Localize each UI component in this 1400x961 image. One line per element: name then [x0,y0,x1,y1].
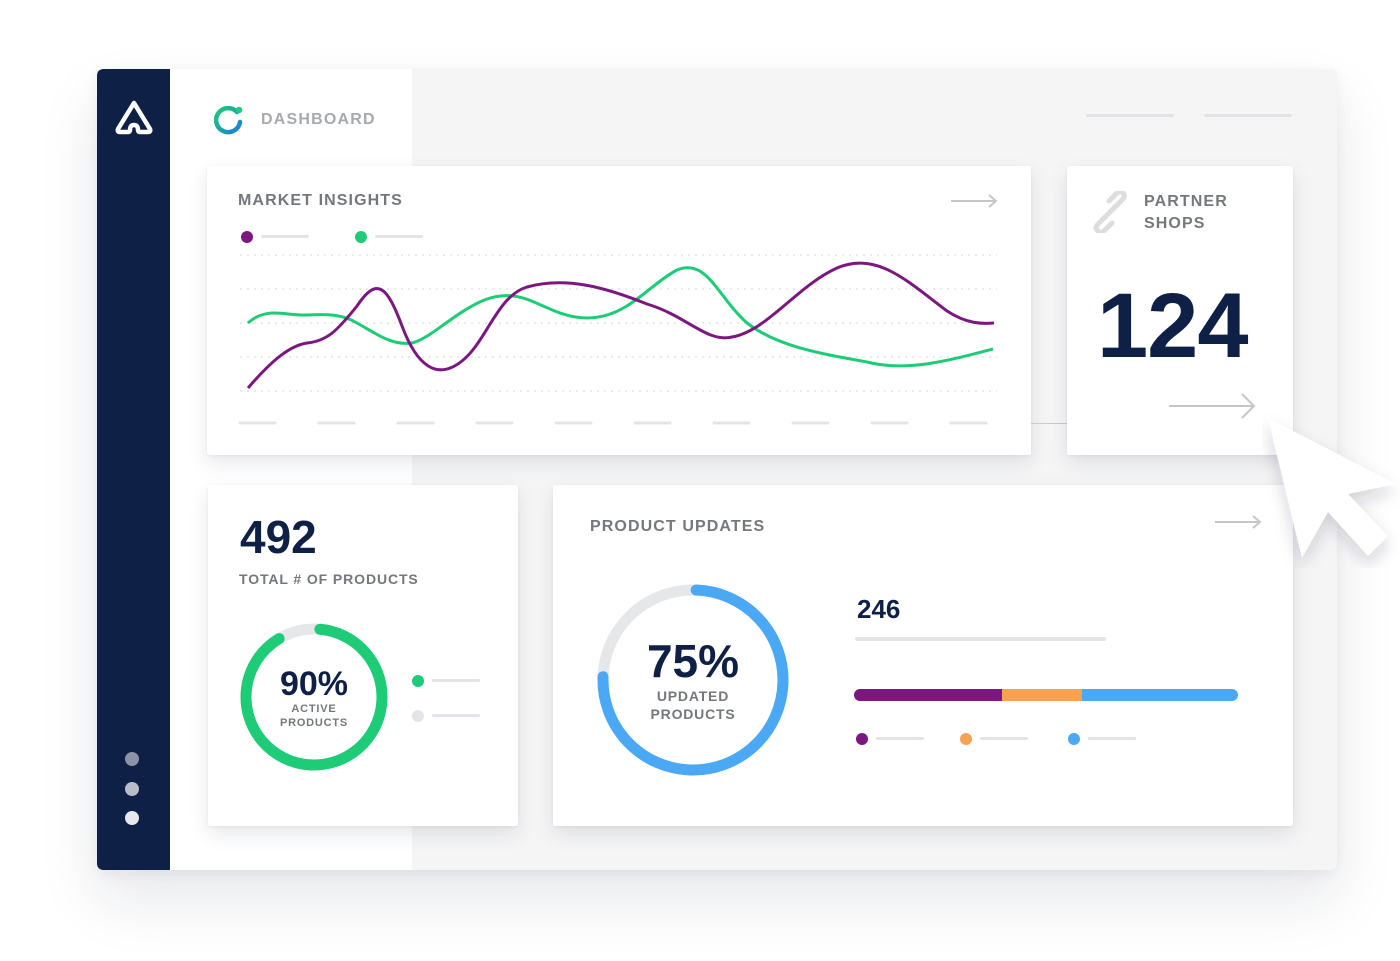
legend-line-active [432,679,480,682]
legend-line-orange [980,737,1028,740]
legend-dot-purple [856,733,868,745]
legend-dot-active [412,675,424,687]
market-insights-title: MARKET INSIGHTS [238,192,403,209]
link-icon [1093,191,1127,233]
arrow-right-icon[interactable] [950,194,998,208]
active-products-percent: 90% [279,665,349,703]
legend-line-series-1 [261,235,309,238]
brand-logo-icon[interactable] [114,99,154,135]
sidebar-dot-3[interactable] [125,811,139,825]
total-products-value: 492 [240,511,317,563]
product-updates-title: PRODUCT UPDATES [590,518,766,535]
total-products-card[interactable]: 492 TOTAL # OF PRODUCTS 90% ACTIVE PRODU… [208,485,518,826]
series-line-green [247,266,994,368]
legend-line-blue [1088,737,1136,740]
stacked-progress-bar [854,689,1238,701]
bar-segment-blue [1082,689,1238,701]
bar-segment-orange [1001,689,1083,701]
refresh-icon[interactable] [212,103,246,137]
sidebar-dot-2[interactable] [125,782,139,796]
partner-shops-value: 124 [1097,275,1248,377]
active-products-label-line2: PRODUCTS [279,717,349,729]
market-insights-card[interactable]: MARKET INSIGHTS [207,166,1031,455]
partner-shops-title-line1: PARTNER [1144,193,1228,210]
legend-line-inactive [432,714,480,717]
legend-dot-series-1 [241,231,253,243]
legend-dot-inactive [412,710,424,722]
active-products-donut [240,623,388,771]
updated-products-label-line1: UPDATED [656,688,730,704]
product-updates-card[interactable]: PRODUCT UPDATES 75% UPDATED PRODUCTS 246 [553,485,1293,826]
updated-products-percent: 75% [646,635,740,687]
arrow-right-icon[interactable] [1214,515,1262,529]
legend-line-purple [876,737,924,740]
partner-shops-title-line2: SHOPS [1144,215,1206,232]
legend-dot-orange [960,733,972,745]
total-products-label: TOTAL # OF PRODUCTS [239,571,419,587]
series-line-purple [246,261,995,389]
partner-shops-card[interactable]: PARTNER SHOPS 124 [1067,166,1293,455]
legend-dot-series-2 [355,231,367,243]
page-title: DASHBOARD [261,111,376,128]
sidebar [97,69,170,870]
connector-line [1031,423,1067,424]
header-placeholder-1[interactable] [1086,114,1174,117]
updated-products-label-line2: PRODUCTS [650,706,736,722]
updated-products-donut [597,584,789,776]
legend-dot-blue [1068,733,1080,745]
sidebar-dot-1[interactable] [125,752,139,766]
market-insights-chart [238,254,997,425]
product-updates-count: 246 [857,594,901,624]
cursor-pointer-icon [1268,418,1396,558]
arrow-right-icon[interactable] [1168,392,1258,420]
count-underline [855,637,1106,641]
legend-line-series-2 [375,235,423,238]
active-products-label-line1: ACTIVE [291,703,337,715]
bar-segment-purple [854,689,1002,701]
header-placeholder-2[interactable] [1204,114,1292,117]
